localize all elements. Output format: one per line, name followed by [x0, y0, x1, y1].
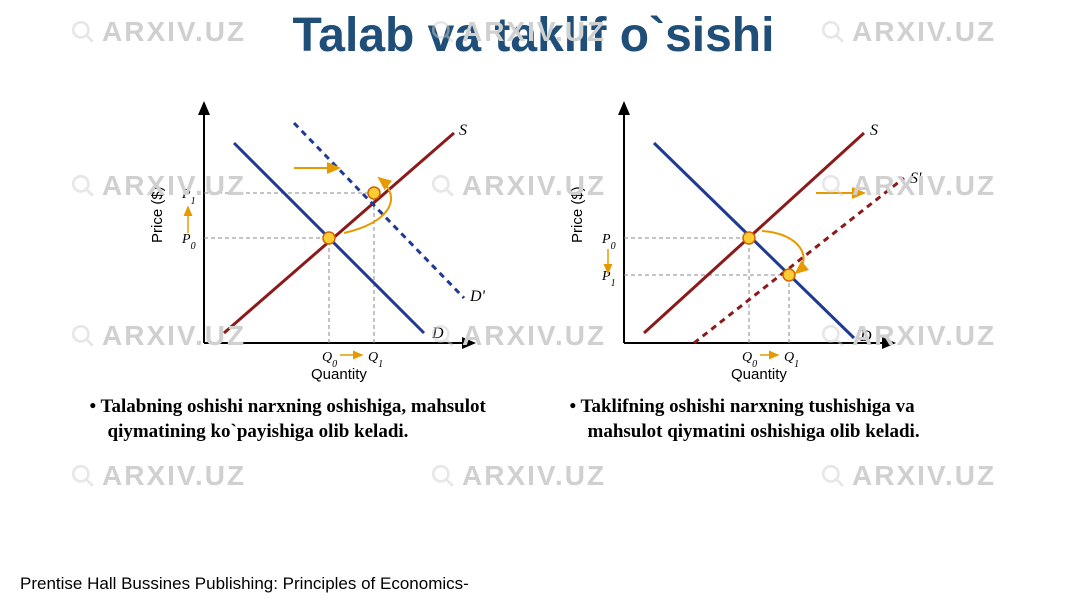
y-axis-label: Price ($) — [569, 186, 586, 243]
price-0-label: P0 — [601, 232, 616, 252]
equilibrium-point — [783, 269, 795, 281]
y-axis-label: Price ($) — [149, 186, 166, 243]
captions-row: • Talabning oshishi narxning oshishiga, … — [0, 395, 1067, 444]
watermark: ARXIV.UZ — [70, 460, 246, 492]
supply-curve — [644, 133, 864, 333]
watermark: ARXIV.UZ — [430, 460, 606, 492]
demand-curve-label: D — [431, 325, 444, 342]
supply-shift-chart: Price ($)QuantityDSS'P0P1Q0Q1 — [564, 83, 924, 383]
price-0-label: P0 — [181, 232, 196, 252]
caption-right: • Taklifning oshishi narxning tushishiga… — [564, 395, 984, 444]
equilibrium-point — [743, 232, 755, 244]
charts-row: Price ($)QuantitySDD'P0P1Q0Q1 Price ($)Q… — [0, 83, 1067, 383]
footer-text: Prentise Hall Bussines Publishing: Princ… — [20, 574, 469, 594]
quantity-1-label: Q1 — [368, 350, 383, 370]
demand-shift-chart: Price ($)QuantitySDD'P0P1Q0Q1 — [144, 83, 504, 383]
equilibrium-point — [368, 187, 380, 199]
x-axis-label: Quantity — [311, 366, 367, 383]
price-1-label: P1 — [181, 187, 196, 207]
supply-curve-label: S — [459, 122, 467, 139]
supply-curve — [224, 133, 454, 333]
page-title: Talab va taklif o`sishi — [0, 0, 1067, 63]
equilibrium-shift-arc — [344, 178, 391, 233]
demand-shifted-curve-label: D' — [469, 288, 486, 305]
watermark: ARXIV.UZ — [820, 460, 996, 492]
supply-shifted-curve-label: S' — [910, 170, 922, 187]
equilibrium-point — [323, 232, 335, 244]
demand-shifted-curve — [294, 123, 464, 298]
demand-curve-label: D — [859, 328, 872, 345]
chart-left-container: Price ($)QuantitySDD'P0P1Q0Q1 — [144, 83, 504, 383]
supply-curve-label: S — [870, 122, 878, 139]
x-axis-label: Quantity — [731, 366, 787, 383]
chart-right-container: Price ($)QuantityDSS'P0P1Q0Q1 — [564, 83, 924, 383]
caption-left: • Talabning oshishi narxning oshishiga, … — [84, 395, 504, 444]
